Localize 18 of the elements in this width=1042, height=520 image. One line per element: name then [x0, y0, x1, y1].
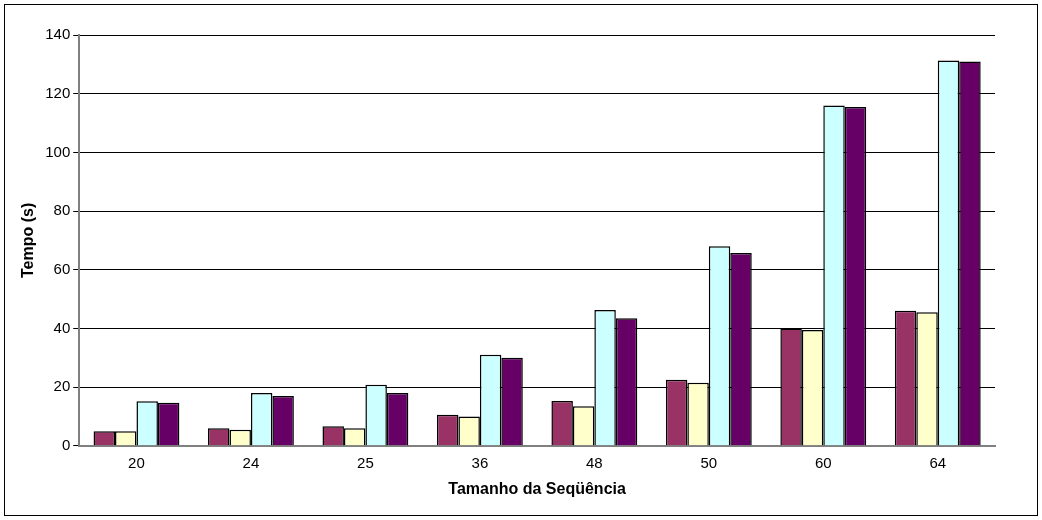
- x-tick-label: 20: [128, 453, 145, 471]
- y-tick-label: 80: [53, 201, 71, 219]
- y-tick-label: 40: [53, 318, 71, 336]
- x-tick-label: 50: [700, 453, 718, 471]
- x-tick-label: 25: [357, 453, 374, 471]
- x-tick-label: 64: [929, 453, 947, 471]
- y-axis-title: Tempo (s): [19, 202, 37, 279]
- x-tick-label: 48: [586, 453, 603, 471]
- y-tick-label: 20: [53, 377, 71, 395]
- y-tick-label: 120: [45, 83, 71, 101]
- y-tick-label: 0: [61, 435, 71, 453]
- y-tick-label: 140: [45, 25, 71, 43]
- x-axis-title: Tamanho da Seqüência: [448, 479, 626, 497]
- y-tick-label: 100: [45, 142, 71, 160]
- x-tick-label: 60: [814, 453, 832, 471]
- x-tick-label: 36: [471, 453, 489, 471]
- y-tick-label: 60: [53, 259, 71, 277]
- x-tick-label: 24: [242, 453, 260, 471]
